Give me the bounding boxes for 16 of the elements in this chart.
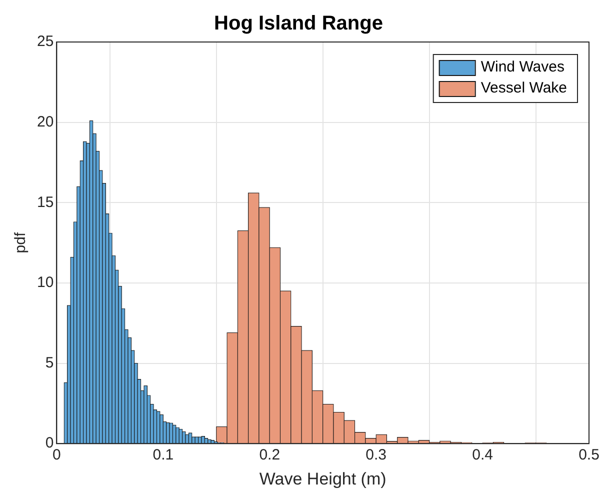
y-tick-label: 5 xyxy=(45,354,54,372)
x-tick-label: 0.5 xyxy=(578,446,600,464)
y-tick-label: 0 xyxy=(45,434,54,452)
chart-title: Hog Island Range xyxy=(214,12,383,35)
legend-label: Wind Waves xyxy=(480,58,564,76)
x-tick-label: 0.4 xyxy=(472,446,493,464)
x-tick-label: 0.2 xyxy=(259,446,280,464)
x-tick-label: 0.1 xyxy=(152,446,174,464)
x-axis-title: Wave Height (m) xyxy=(259,469,386,488)
y-axis-title: pdf xyxy=(12,232,30,254)
legend-label: Vessel Wake xyxy=(480,80,568,97)
y-tick-label: 25 xyxy=(36,33,54,50)
x-tick-label: 0.3 xyxy=(366,446,387,464)
y-tick-label: 15 xyxy=(36,194,54,211)
y-tick-label: 10 xyxy=(36,274,54,292)
y-tick-label: 20 xyxy=(36,113,54,130)
